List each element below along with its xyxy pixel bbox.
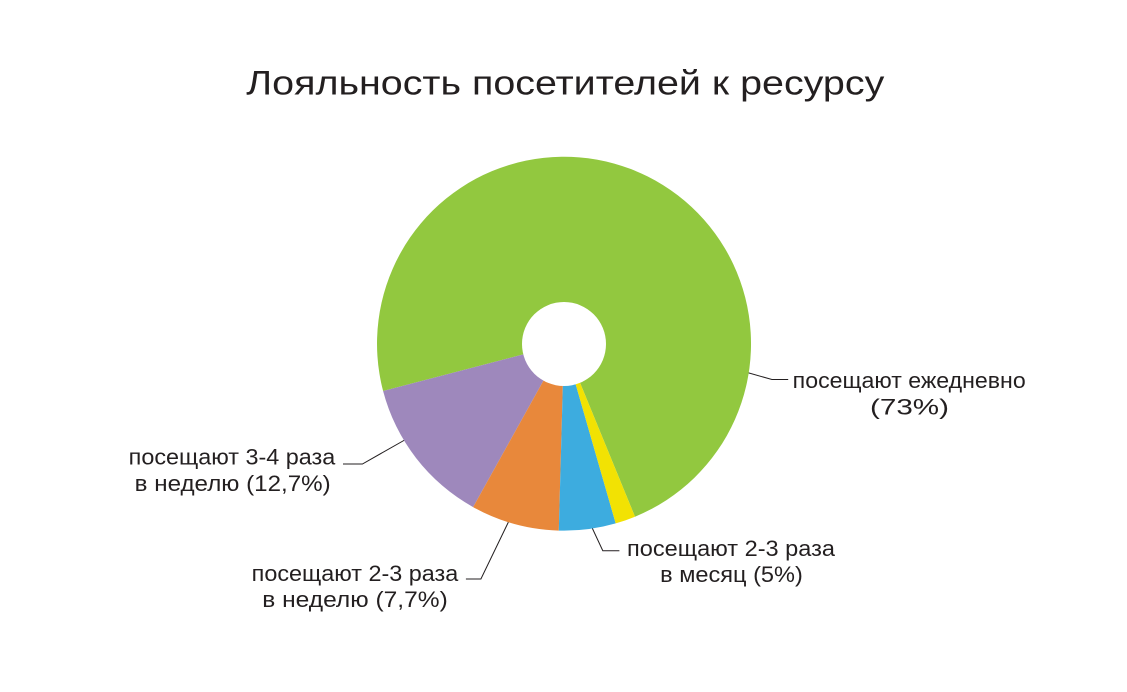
- svg-text:посещают ежедневно: посещают ежедневно: [793, 368, 1026, 393]
- svg-text:посещают 3-4 раза: посещают 3-4 раза: [129, 445, 336, 470]
- svg-text:посещают 2-3 раза: посещают 2-3 раза: [252, 561, 459, 586]
- svg-text:в неделю (7,7%): в неделю (7,7%): [262, 587, 448, 612]
- svg-text:в неделю (12,7%): в неделю (12,7%): [135, 471, 331, 496]
- svg-text:Лояльность посетителей к ресур: Лояльность посетителей к ресурсу: [246, 65, 884, 103]
- svg-text:в месяц (5%): в месяц (5%): [660, 562, 803, 587]
- svg-text:посещают 2-3 раза: посещают 2-3 раза: [627, 536, 836, 561]
- svg-text:(73%): (73%): [870, 395, 949, 420]
